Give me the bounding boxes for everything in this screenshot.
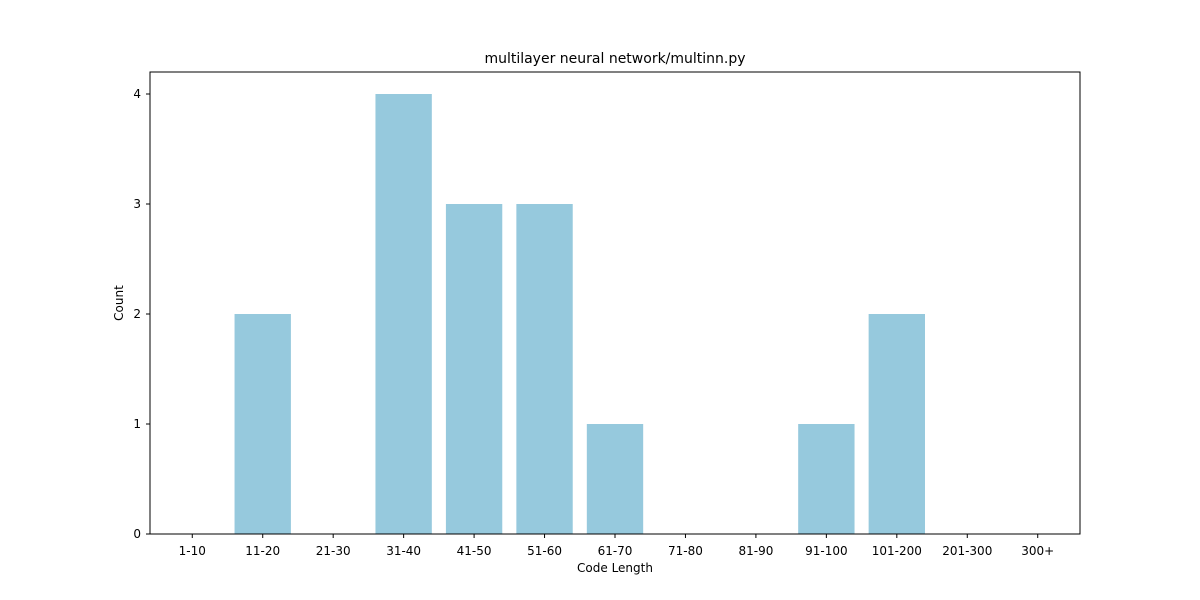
x-tick-label: 51-60 — [527, 544, 562, 558]
bar-101-200 — [868, 314, 925, 534]
x-tick-label: 81-90 — [738, 544, 773, 558]
bar-31-40 — [375, 94, 432, 534]
x-tick-label: 1-10 — [179, 544, 206, 558]
y-tick-label: 2 — [133, 307, 141, 321]
x-tick-label: 21-30 — [316, 544, 351, 558]
bar-41-50 — [445, 204, 503, 534]
y-axis: 0 1 2 3 4 — [133, 87, 150, 541]
x-tick-label: 71-80 — [668, 544, 703, 558]
x-axis: 1-10 11-20 21-30 31-40 41-50 51-60 61-70 71-80 8… — [179, 534, 1054, 558]
plot-frame — [149, 71, 1081, 535]
y-tick-label: 4 — [133, 87, 141, 101]
x-tick-label: 201-300 — [942, 544, 992, 558]
x-tick-label: 101-200 — [872, 544, 922, 558]
y-tick-label: 3 — [133, 197, 141, 211]
x-tick-label: 31-40 — [386, 544, 421, 558]
chart-title: multilayer neural network/multinn.py — [484, 51, 745, 67]
x-tick-label: 41-50 — [457, 544, 492, 558]
x-tick-label: 11-20 — [245, 544, 280, 558]
bar-61-70 — [586, 424, 644, 534]
bar-11-20 — [234, 314, 291, 534]
x-tick-label: 300+ — [1021, 544, 1054, 558]
bar-91-100 — [798, 424, 855, 534]
x-tick-label: 91-100 — [805, 544, 848, 558]
y-tick-label: 0 — [133, 527, 141, 541]
x-axis-label: Code Length — [577, 561, 653, 575]
y-axis-label: Count — [112, 285, 126, 321]
y-tick-label: 1 — [133, 417, 141, 431]
bars-group — [234, 94, 925, 534]
bar-51-60 — [516, 204, 573, 534]
x-tick-label: 61-70 — [598, 544, 633, 558]
